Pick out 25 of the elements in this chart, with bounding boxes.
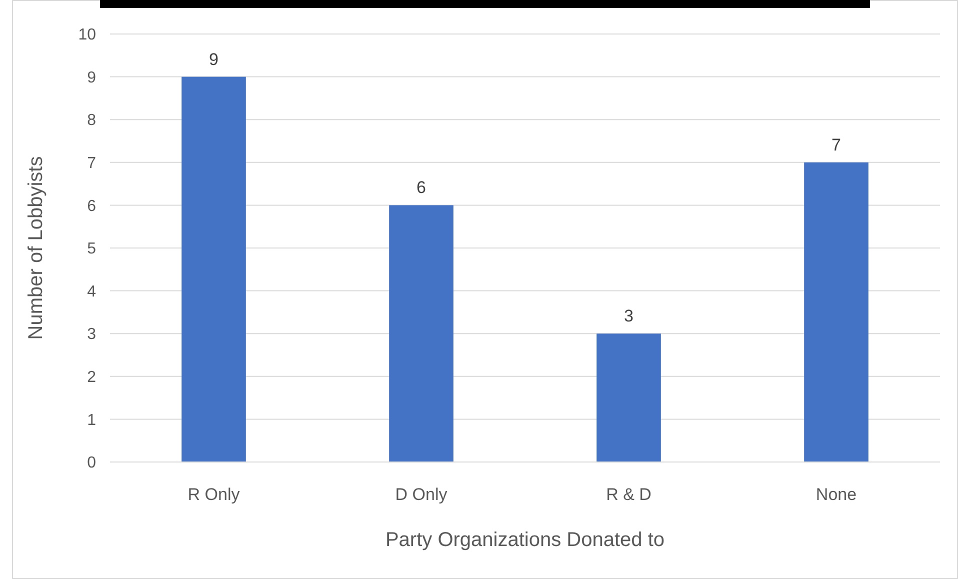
data-label: 9 (209, 50, 218, 69)
y-tick-label: 6 (87, 198, 96, 215)
x-tick-label: R & D (606, 485, 652, 504)
x-tick-label: R Only (188, 485, 240, 504)
x-tick-label: D Only (395, 485, 448, 504)
bar (182, 76, 246, 462)
bar (596, 334, 661, 462)
data-label: 6 (416, 178, 426, 198)
y-tick-label: 7 (87, 155, 96, 172)
data-label: 3 (624, 306, 634, 326)
y-tick-label: 3 (87, 326, 96, 344)
data-label: 7 (832, 135, 841, 154)
y-tick-label: 10 (78, 26, 96, 44)
y-tick-label: 2 (87, 369, 96, 386)
y-tick-label: 5 (87, 240, 96, 258)
y-axis-title: Number of Lobbyists (25, 156, 47, 340)
y-tick-label: 1 (87, 412, 96, 429)
bar (804, 162, 868, 462)
y-tick-label: 8 (87, 112, 96, 130)
y-tick-label: 0 (87, 454, 96, 472)
y-tick-label: 4 (87, 283, 96, 300)
bar (389, 205, 454, 462)
y-tick-label: 9 (87, 69, 96, 86)
x-tick-label: None (816, 485, 857, 504)
x-axis-title: Party Organizations Donated to (385, 529, 665, 551)
